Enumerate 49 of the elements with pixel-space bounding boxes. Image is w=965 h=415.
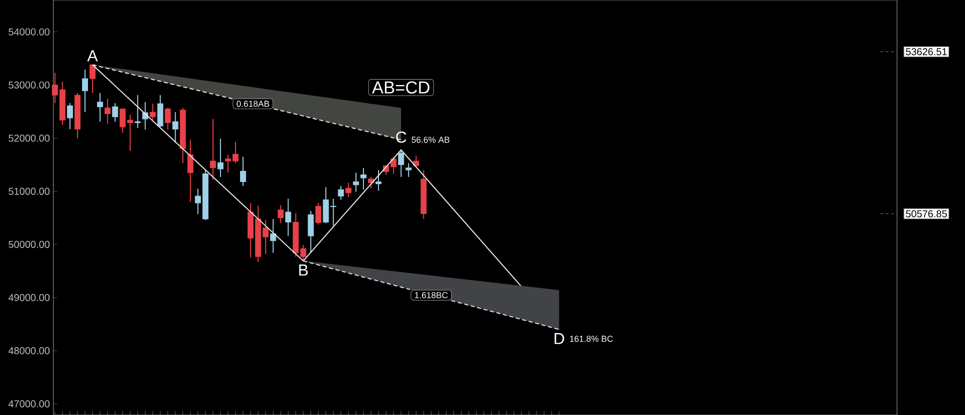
annotation: C	[396, 131, 406, 143]
annotation: 0.618AB	[236, 100, 270, 107]
annotation: D	[554, 333, 564, 344]
annotation: 56.6% AB	[412, 136, 450, 143]
candlestick	[142, 102, 148, 130]
candlestick	[315, 202, 322, 226]
candlestick	[66, 102, 73, 130]
candlestick	[270, 218, 276, 254]
annotation: AB=CD	[372, 81, 430, 94]
annotation: A	[87, 50, 98, 62]
y-tick-label: 52000.00	[8, 134, 50, 142]
candlestick	[90, 64, 96, 94]
candlestick	[278, 204, 284, 224]
text: 161.8% BC	[570, 336, 613, 342]
candlestick	[376, 170, 382, 192]
candlestick	[210, 118, 216, 180]
candlestick	[187, 139, 194, 202]
candlestick	[338, 185, 344, 200]
candlestick	[345, 182, 352, 198]
y-tick-label: 51000.00	[8, 188, 50, 195]
candlestick	[308, 210, 314, 254]
y-tick-label: 47000.00	[8, 400, 50, 408]
y-tick-label: 48000.00	[8, 347, 50, 354]
candlestick	[157, 94, 164, 128]
candlestick	[82, 69, 88, 113]
y-tick-label: 50000.00	[8, 240, 50, 248]
y-tick-label: 49000.00	[8, 294, 50, 302]
y-tick-label: 54000.00	[8, 28, 50, 36]
candlestick	[104, 98, 111, 124]
candlestick	[134, 94, 141, 129]
candlestick	[398, 149, 404, 178]
candlestick	[217, 138, 224, 178]
candlestick	[164, 107, 171, 130]
candlestick	[97, 92, 104, 122]
candlestick	[112, 102, 118, 122]
candlestick	[368, 176, 374, 189]
candlestick	[150, 103, 156, 121]
candlestick	[360, 167, 366, 190]
annotation: 1.618BC	[414, 292, 448, 298]
candlestick	[406, 162, 412, 178]
candlestick	[240, 156, 246, 186]
candlestick	[352, 172, 359, 192]
y-tick-label: 53000.00	[8, 81, 50, 89]
candlestick	[285, 198, 292, 236]
candlestick	[413, 155, 420, 168]
ref-line-label: 50576.85	[906, 210, 947, 218]
ref-line-label: 53626.51	[906, 48, 947, 56]
candlestick	[172, 112, 178, 144]
annotation: B	[299, 264, 308, 276]
